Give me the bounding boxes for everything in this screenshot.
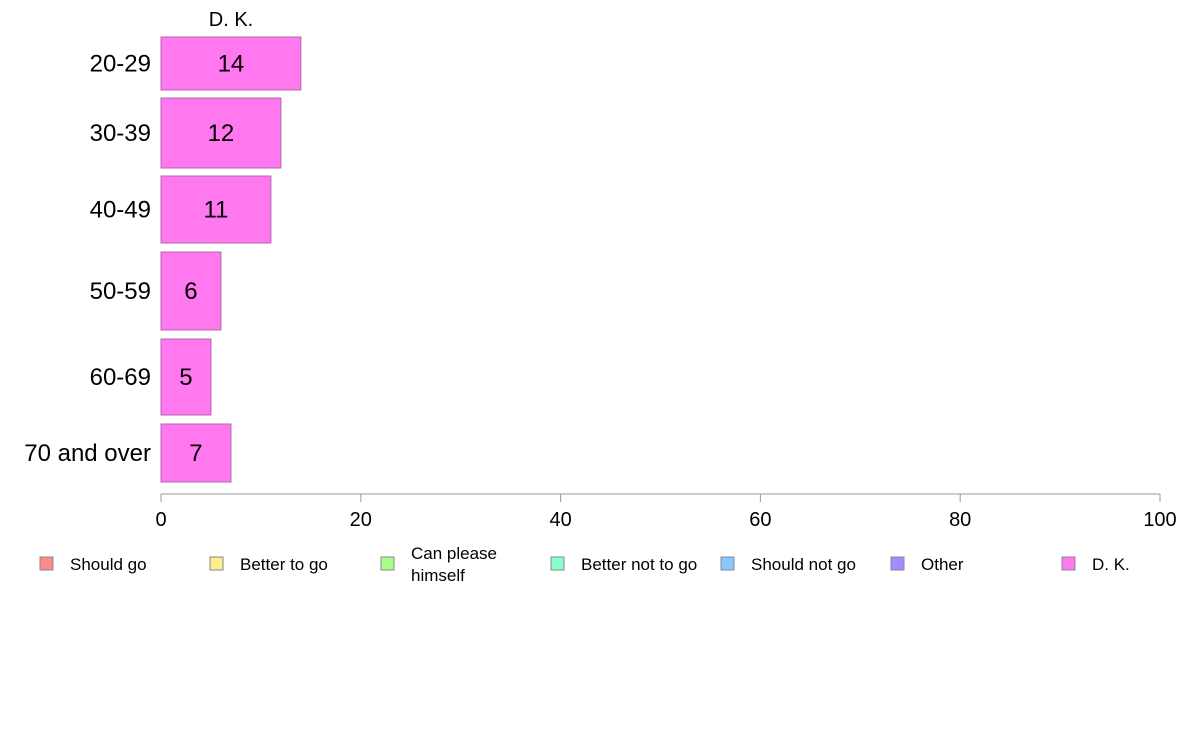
- legend-label: Better to go: [240, 555, 328, 574]
- x-tick-label: 40: [549, 509, 571, 531]
- bar-50-59: [160, 251, 222, 331]
- legend-label: Better not to go: [581, 555, 697, 574]
- legend-item: D. K.: [1061, 555, 1130, 574]
- category-label: 30-39: [90, 120, 151, 147]
- legend-label: Should not go: [751, 555, 856, 574]
- value-label: 14: [218, 51, 245, 78]
- legend-item: Should go: [39, 555, 147, 574]
- x-tick-label: 20: [350, 509, 372, 531]
- legend-item: Better not to go: [550, 555, 697, 574]
- legend-label: D. K.: [1092, 555, 1130, 574]
- legend-swatch: [720, 556, 735, 571]
- legend-swatch: [550, 556, 565, 571]
- legend-item: Other: [890, 555, 964, 574]
- category-label: 60-69: [90, 364, 151, 391]
- bar-60-69: [160, 338, 212, 416]
- x-tick-label: 100: [1143, 509, 1176, 531]
- legend-swatch: [1061, 556, 1076, 571]
- legend-label: Should go: [70, 555, 147, 574]
- legend-swatch: [890, 556, 905, 571]
- value-label: 7: [189, 440, 202, 467]
- bar-40-49: [160, 175, 272, 244]
- panel-title: D. K.: [209, 9, 253, 31]
- category-label: 40-49: [90, 197, 151, 224]
- legend-item: Better to go: [209, 555, 328, 574]
- x-tick-label: 0: [155, 509, 166, 531]
- x-axis: 0 20 40 60 80 100: [155, 493, 1177, 531]
- bar-70-and-over: [160, 423, 232, 483]
- bar-30-39: [160, 97, 282, 169]
- legend-swatch: [39, 556, 54, 571]
- category-label: 70 and over: [24, 440, 151, 467]
- legend-item: Can please himself: [380, 544, 497, 585]
- category-label: 20-29: [90, 51, 151, 78]
- bars-group: 14 20-29 12 30-39 11 40-49 6 50-59 5 60-69 7 70 and…: [24, 36, 302, 483]
- x-tick-label: 60: [749, 509, 771, 531]
- bar-20-29: [160, 36, 302, 91]
- legend-swatch: [380, 556, 395, 571]
- legend-label: Can please himself: [411, 544, 497, 585]
- legend: Should go Better to go Can please himself Be…: [39, 544, 1130, 585]
- legend-swatch: [209, 556, 224, 571]
- legend-item: Should not go: [720, 555, 856, 574]
- legend-label: Other: [921, 555, 964, 574]
- value-label: 6: [184, 278, 197, 305]
- category-label: 50-59: [90, 278, 151, 305]
- value-label: 5: [179, 364, 192, 391]
- value-label: 11: [203, 197, 228, 224]
- value-label: 12: [208, 120, 235, 147]
- x-tick-label: 80: [949, 509, 971, 531]
